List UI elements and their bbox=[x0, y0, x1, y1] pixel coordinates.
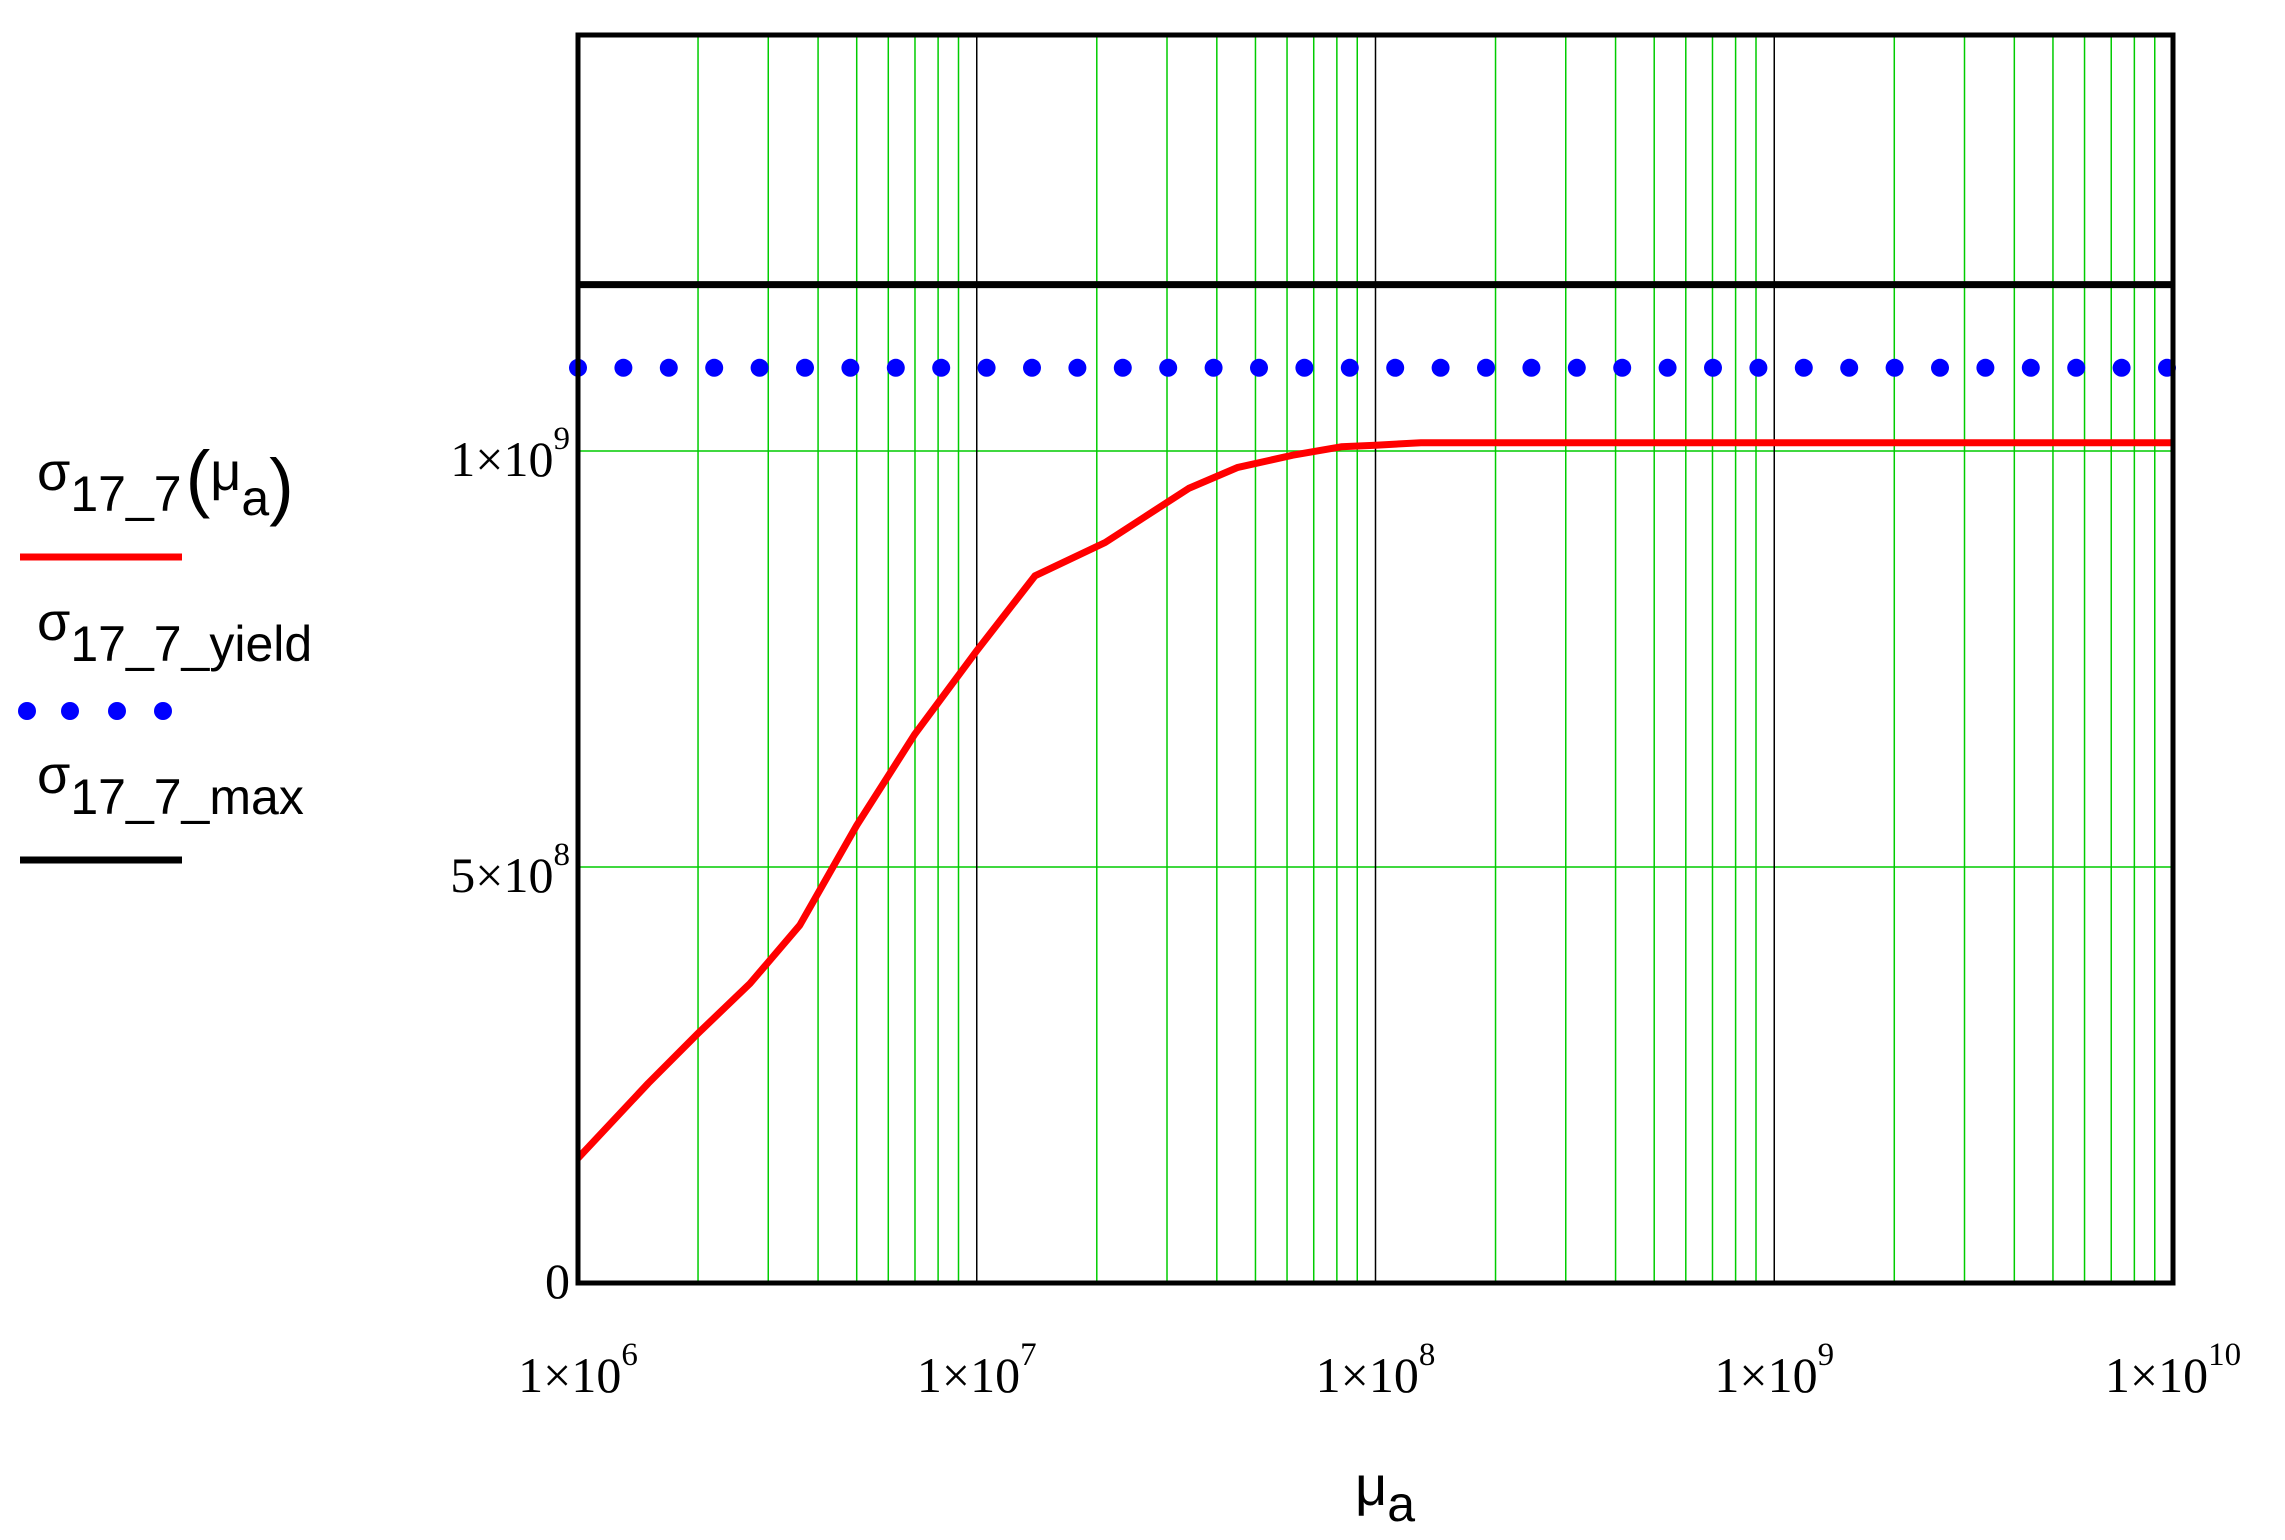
y-tick-label: 1×109 bbox=[450, 421, 570, 487]
legend-label-stress: σ17_7(μa) bbox=[37, 436, 294, 527]
x-tick-label: 1×106 bbox=[518, 1337, 638, 1403]
legend-label-max: σ17_7_max bbox=[37, 745, 304, 825]
y-tick-labels: 0 5×108 1×109 bbox=[450, 421, 570, 1309]
plot-frame bbox=[575, 32, 2176, 1286]
series-0-line bbox=[575, 439, 2173, 1161]
series-layer bbox=[569, 281, 2182, 1161]
legend: σ17_7(μa) σ17_7_yield σ17_7_max bbox=[18, 436, 312, 864]
x-tick-labels: 1×106 1×107 1×108 1×109 1×1010 bbox=[518, 1337, 2241, 1403]
legend-entry-max: σ17_7_max bbox=[20, 745, 304, 864]
legend-swatch-yield bbox=[18, 702, 172, 720]
x-tick-label: 1×108 bbox=[1316, 1337, 1436, 1403]
legend-label-yield: σ17_7_yield bbox=[37, 592, 312, 672]
x-tick-label: 1×109 bbox=[1714, 1337, 1834, 1403]
x-axis-label: μa bbox=[1355, 1454, 1415, 1532]
x-tick-label: 1×1010 bbox=[2105, 1337, 2241, 1403]
grid-major bbox=[976, 35, 1775, 1283]
grid-minor bbox=[578, 35, 2173, 1283]
y-tick-label: 0 bbox=[545, 1253, 570, 1309]
y-tick-label: 5×108 bbox=[450, 837, 570, 903]
legend-entry-stress: σ17_7(μa) bbox=[20, 436, 294, 561]
legend-entry-yield: σ17_7_yield bbox=[18, 592, 312, 720]
x-tick-label: 1×107 bbox=[917, 1337, 1037, 1403]
